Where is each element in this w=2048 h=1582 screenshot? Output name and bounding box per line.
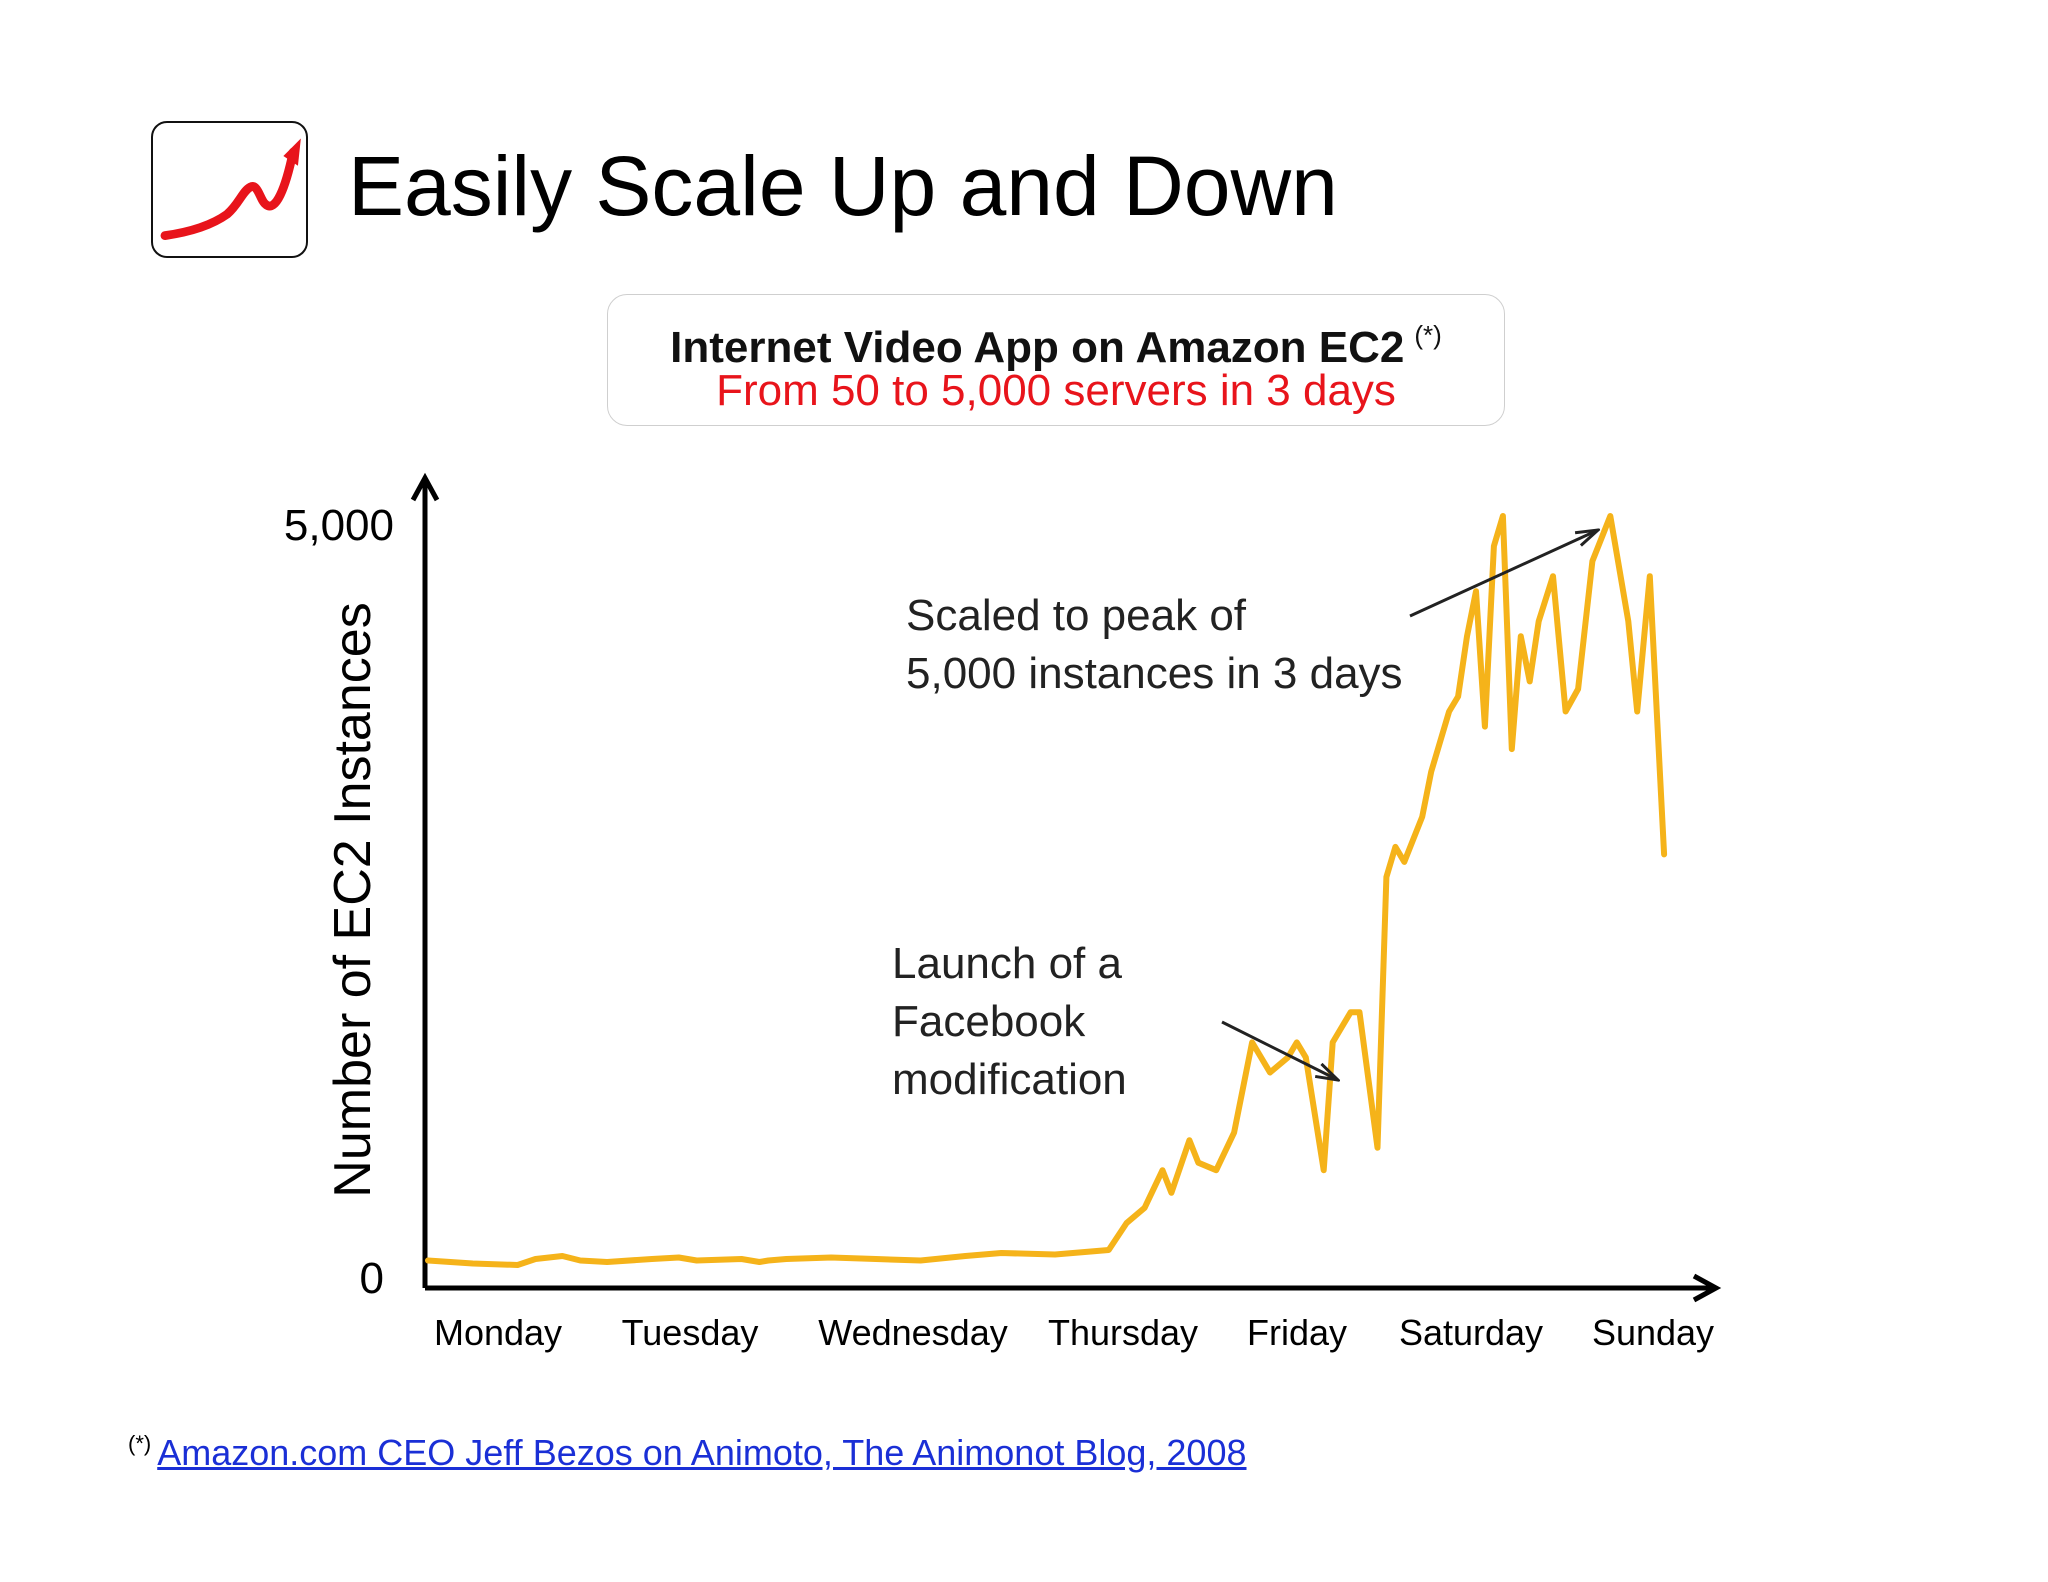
launch-annotation: Launch of a Facebook modification <box>892 939 1338 1104</box>
x-tick-label-thursday: Thursday <box>1048 1312 1198 1353</box>
x-tick-label-friday: Friday <box>1247 1312 1347 1353</box>
trending-up-arrow-icon <box>151 121 308 258</box>
launch-annotation-line2: Facebook <box>892 997 1086 1046</box>
y-axis <box>410 472 440 1288</box>
series-layer <box>425 513 1668 1268</box>
trending-up-arrow-graphic <box>160 138 301 240</box>
x-tick-label-wednesday: Wednesday <box>818 1312 1007 1353</box>
y-tick-label-min: 0 <box>360 1254 384 1303</box>
peak-annotation-line2: 5,000 instances in 3 days <box>906 649 1403 698</box>
x-axis-arrowhead <box>1692 1273 1722 1303</box>
series-line-0 <box>425 513 1668 1268</box>
footnote-source-link[interactable]: Amazon.com CEO Jeff Bezos on Animoto, Th… <box>157 1432 1247 1473</box>
slide-title: Easily Scale Up and Down <box>348 139 1338 233</box>
callout-subheading: From 50 to 5,000 servers in 3 days <box>716 366 1396 415</box>
callout-heading: Internet Video App on Amazon EC2 (*) <box>608 309 1504 374</box>
y-axis-label: Number of EC2 Instances <box>324 602 382 1197</box>
y-axis-arrowhead <box>410 472 440 502</box>
peak-annotation-line1: Scaled to peak of <box>906 591 1247 640</box>
callout-box: Internet Video App on Amazon EC2 (*) From… <box>607 294 1505 426</box>
y-tick-label-max: 5,000 <box>284 501 394 550</box>
x-tick-label-saturday: Saturday <box>1399 1312 1543 1353</box>
peak-annotation: Scaled to peak of 5,000 instances in 3 d… <box>906 530 1598 698</box>
x-tick-label-monday: Monday <box>434 1312 562 1353</box>
footnote-marker: (*) <box>128 1431 152 1456</box>
callout-heading-text: Internet Video App on Amazon EC2 <box>670 323 1405 372</box>
footnote: (*) Amazon.com CEO Jeff Bezos on Animoto,… <box>128 1422 1247 1475</box>
x-axis <box>425 1273 1722 1303</box>
callout-heading-marker: (*) <box>1414 320 1442 350</box>
launch-annotation-arrow <box>1221 1020 1338 1080</box>
x-tick-label-sunday: Sunday <box>1592 1312 1714 1353</box>
launch-annotation-line1: Launch of a <box>892 939 1122 988</box>
x-tick-labels: Monday Tuesday Wednesday Thursday Friday Satu… <box>434 1312 1714 1353</box>
x-tick-label-tuesday: Tuesday <box>622 1312 759 1353</box>
launch-annotation-line3: modification <box>892 1055 1127 1104</box>
peak-annotation-arrow <box>1409 530 1598 618</box>
